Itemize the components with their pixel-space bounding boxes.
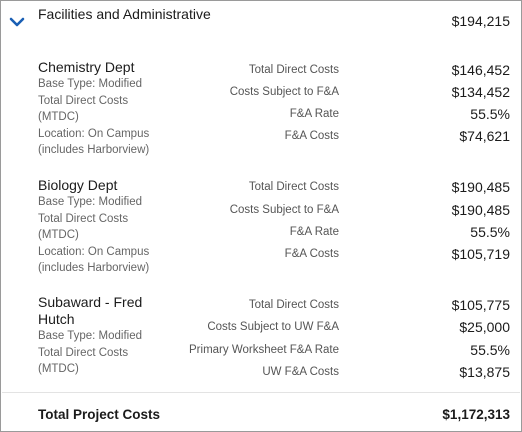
total-project-costs-label: Total Project Costs (38, 407, 161, 422)
row-label: Costs Subject to UW F&A (207, 321, 339, 333)
row-label: Costs Subject to F&A (229, 204, 339, 216)
row-label: Primary Worksheet F&A Rate (189, 344, 339, 356)
row-value: $74,621 (459, 128, 510, 144)
desc-line: (MTDC) (38, 363, 79, 375)
section-name: Subaward - Fred Hutch (38, 294, 143, 327)
row-value: 55.5% (470, 224, 510, 240)
section-name: Chemistry Dept (38, 59, 135, 75)
row-label: F&A Rate (289, 108, 339, 120)
row-label: F&A Costs (284, 130, 339, 142)
desc-line: Total Direct Costs (38, 94, 129, 107)
row-label: Costs Subject to F&A (229, 86, 339, 98)
desc-line: Location: On Campus (38, 127, 150, 140)
desc-line: Base Type: Modified (38, 196, 142, 208)
row-label: F&A Rate (289, 226, 339, 238)
row-value: $13,875 (459, 364, 510, 380)
total-project-costs-amount: $1,172,313 (442, 407, 510, 422)
section-description: Base Type: Modified Total Direct Costs (… (38, 328, 188, 378)
chevron-down-icon[interactable] (8, 13, 26, 31)
row-value: 55.5% (470, 342, 510, 358)
desc-line: (includes Harborview) (38, 144, 150, 156)
desc-line: Base Type: Modified (38, 330, 142, 342)
section-title: Facilities and Administrative (38, 6, 211, 22)
divider (2, 392, 520, 393)
fa-header[interactable]: Facilities and Administrative $194,215 (1, 1, 521, 51)
desc-line: Total Direct Costs (38, 212, 129, 225)
section-description: Base Type: Modified Total Direct Costs (… (38, 76, 188, 159)
row-label: F&A Costs (284, 248, 339, 260)
desc-line: (MTDC) (38, 111, 79, 123)
row-label: UW F&A Costs (262, 366, 339, 378)
row-value: $105,719 (451, 246, 510, 262)
desc-line: (MTDC) (38, 229, 79, 241)
desc-line: Total Direct Costs (38, 346, 129, 359)
row-value: $25,000 (459, 319, 510, 335)
desc-line: Base Type: Modified (38, 78, 142, 90)
desc-line: Location: On Campus (38, 245, 150, 258)
section-name: Biology Dept (38, 177, 118, 193)
row-label: Total Direct Costs (248, 64, 339, 76)
row-value: $190,485 (451, 179, 510, 195)
row-value: $190,485 (451, 202, 510, 218)
fa-total-amount: $194,215 (451, 13, 510, 29)
row-label: Total Direct Costs (248, 181, 339, 193)
row-value: $146,452 (451, 62, 510, 78)
section-description: Base Type: Modified Total Direct Costs (… (38, 194, 188, 277)
row-value: 55.5% (470, 106, 510, 122)
desc-line: (includes Harborview) (38, 262, 150, 274)
row-value: $105,775 (451, 297, 510, 313)
row-label: Total Direct Costs (248, 299, 339, 311)
row-value: $134,452 (451, 84, 510, 100)
